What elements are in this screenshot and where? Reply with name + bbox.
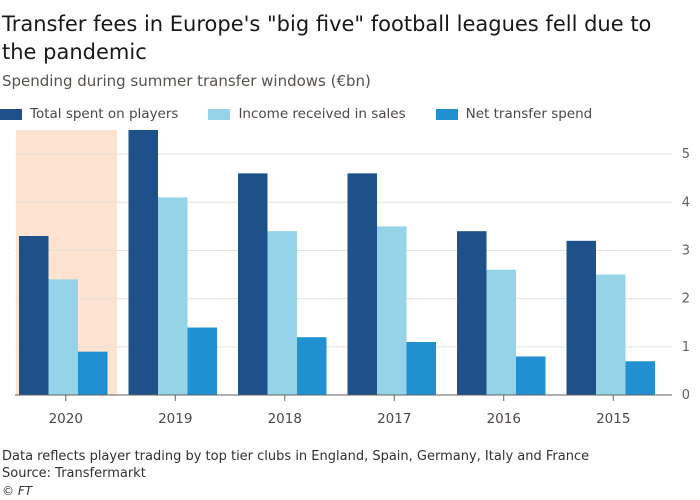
legend: Total spent on players Income received i… — [0, 105, 622, 123]
bar-net-2018 — [297, 337, 327, 395]
y-tick-label: 1 — [682, 340, 690, 355]
footnote-note: Data reflects player trading by top tier… — [2, 449, 590, 464]
bar-income-2015 — [596, 274, 626, 395]
chart-subtitle: Spending during summer transfer windows … — [2, 72, 371, 90]
x-tick-label: 2020 — [49, 411, 83, 427]
y-tick-label: 2 — [682, 292, 690, 307]
bar-total-2019 — [128, 130, 158, 395]
bar-total-2017 — [347, 173, 377, 395]
legend-label-net: Net transfer spend — [465, 106, 593, 122]
bar-net-2019 — [187, 327, 217, 395]
legend-item-net: Net transfer spend — [435, 106, 593, 122]
bar-net-2020 — [78, 351, 108, 395]
x-tick-label: 2018 — [268, 411, 302, 427]
bar-chart: 0 1 2 3 4 5 2020 2019 2018 2017 2016 2015 — [15, 130, 690, 427]
y-tick-label: 5 — [682, 147, 690, 162]
bar-income-2017 — [377, 226, 407, 395]
x-tick-label: 2016 — [487, 411, 521, 427]
y-tick-label: 4 — [682, 195, 690, 210]
y-tick-label: 0 — [682, 388, 690, 403]
legend-label-total: Total spent on players — [30, 106, 179, 122]
bar-total-2015 — [566, 240, 596, 395]
bar-net-2017 — [406, 342, 436, 395]
y-tick-label: 3 — [682, 243, 690, 258]
ft-credit: © FT — [2, 484, 33, 498]
x-tick-label: 2019 — [158, 411, 192, 427]
legend-item-income: Income received in sales — [208, 106, 406, 122]
bar-total-2020 — [19, 236, 49, 395]
x-tick-label: 2017 — [377, 411, 411, 427]
legend-swatch-total — [0, 108, 22, 120]
legend-item-total: Total spent on players — [0, 106, 178, 122]
x-tick-label: 2015 — [596, 411, 630, 427]
legend-swatch-net — [435, 108, 458, 120]
bar-total-2016 — [457, 231, 487, 395]
chart-title: Transfer fees in Europe's "big five" foo… — [2, 12, 652, 64]
bar-income-2016 — [486, 269, 516, 395]
legend-swatch-income — [208, 108, 231, 120]
bar-income-2020 — [48, 279, 78, 395]
bar-total-2018 — [238, 173, 268, 395]
footnote: Data reflects player trading by top tier… — [2, 448, 589, 482]
bar-income-2018 — [267, 231, 297, 395]
legend-label-income: Income received in sales — [238, 106, 406, 122]
bar-income-2019 — [158, 197, 188, 395]
bar-net-2016 — [516, 356, 546, 395]
footnote-source: Source: Transfermarkt — [2, 466, 146, 481]
bar-net-2015 — [625, 361, 655, 395]
